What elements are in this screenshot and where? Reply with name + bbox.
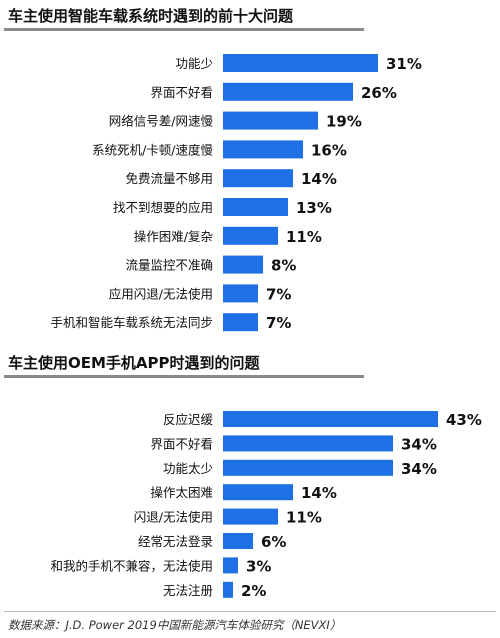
- bar: [223, 140, 303, 159]
- bar: [223, 284, 258, 303]
- source-note: 数据来源：J.D. Power 2019中国新能源汽车体验研究（NEVXI）: [8, 618, 342, 632]
- category-label: 网络信号差/网速慢: [109, 114, 214, 129]
- value-label: 34%: [401, 460, 437, 478]
- value-label: 26%: [361, 84, 397, 102]
- category-label: 无法注册: [163, 583, 213, 598]
- value-label: 6%: [261, 533, 286, 551]
- value-label: 19%: [326, 113, 362, 131]
- bar: [223, 533, 253, 549]
- value-label: 3%: [246, 557, 271, 575]
- value-label: 13%: [296, 199, 332, 217]
- value-label: 43%: [446, 411, 482, 429]
- category-label: 和我的手机不兼容，无法使用: [50, 558, 213, 573]
- bar: [223, 313, 258, 332]
- category-label: 经常无法登录: [138, 534, 213, 549]
- category-label: 系统死机/卡顿/速度慢: [92, 142, 213, 157]
- bar: [223, 198, 288, 216]
- bar: [223, 255, 263, 274]
- category-label: 界面不好看: [150, 85, 213, 100]
- bar: [223, 111, 318, 130]
- category-label: 手机和智能车载系统无法同步: [50, 315, 213, 330]
- category-label: 操作困难/复杂: [134, 229, 213, 244]
- chart-1-title-rule: [4, 28, 364, 31]
- category-label: 功能少: [175, 56, 213, 71]
- category-label: 界面不好看: [150, 436, 213, 451]
- bar: [223, 82, 353, 101]
- source-rule: [4, 611, 496, 612]
- value-label: 14%: [301, 484, 337, 502]
- value-label: 7%: [266, 285, 291, 303]
- chart-1-bars: 功能少 31% 界面不好看 26% 网络信号差/网速慢 19% 系统死机/卡顿/速度慢 16%…: [50, 54, 422, 332]
- value-label: 8%: [271, 257, 296, 275]
- value-label: 31%: [386, 55, 422, 73]
- value-label: 7%: [266, 314, 291, 332]
- bar: [223, 459, 393, 476]
- bar: [223, 226, 278, 245]
- value-label: 34%: [401, 435, 437, 453]
- bar: [223, 557, 238, 574]
- bar: [223, 581, 233, 598]
- bar: [223, 435, 393, 452]
- bar: [223, 54, 378, 72]
- bar: [223, 411, 438, 427]
- category-label: 应用闪退/无法使用: [109, 286, 213, 301]
- value-label: 2%: [241, 582, 266, 600]
- chart-2-title: 车主使用OEM手机APP时遇到的问题: [8, 354, 260, 372]
- category-label: 功能太少: [163, 461, 213, 476]
- bar: [223, 508, 278, 525]
- category-label: 操作太困难: [150, 485, 213, 500]
- value-label: 14%: [301, 170, 337, 188]
- chart-2-bars: 反应迟缓 43% 界面不好看 34% 功能太少 34% 操作太困难 14% 闪退/无法使用 11%…: [50, 411, 482, 600]
- bar: [223, 169, 293, 188]
- value-label: 11%: [286, 509, 322, 527]
- value-label: 16%: [311, 141, 347, 159]
- chart-2-title-rule: [4, 375, 364, 378]
- bar: [223, 484, 293, 501]
- category-label: 找不到想要的应用: [113, 200, 213, 215]
- value-label: 11%: [286, 228, 322, 246]
- category-label: 反应迟缓: [163, 412, 214, 427]
- category-label: 流量监控不准确: [125, 258, 213, 273]
- category-label: 闪退/无法使用: [134, 510, 213, 525]
- chart-1-title: 车主使用智能车载系统时遇到的前十大问题: [8, 7, 294, 25]
- category-label: 免费流量不够用: [125, 171, 213, 186]
